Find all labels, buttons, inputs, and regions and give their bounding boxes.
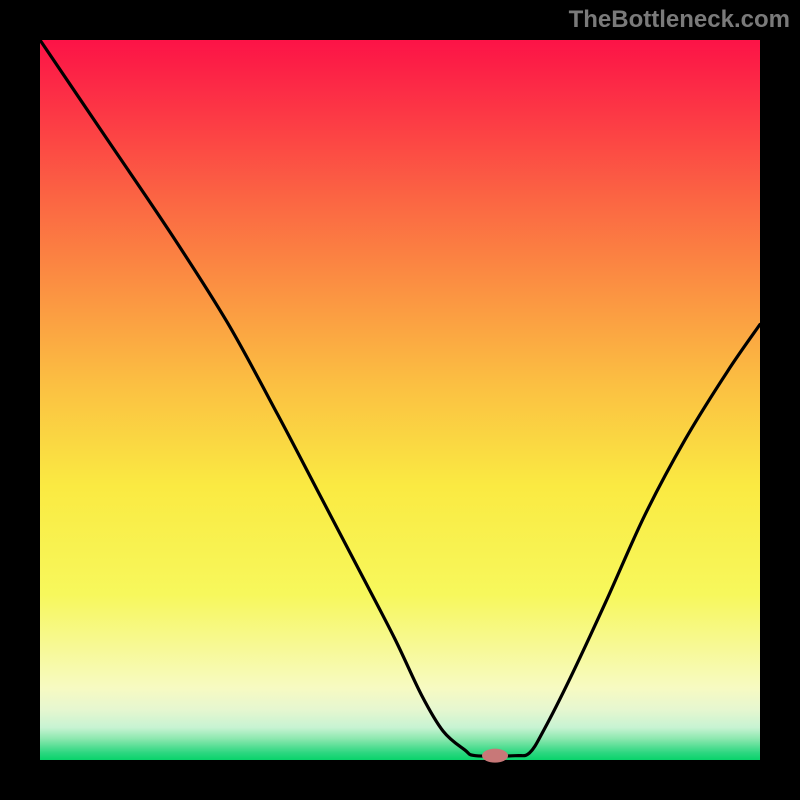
attribution-text: TheBottleneck.com <box>569 6 790 34</box>
chart-container: TheBottleneck.com <box>0 0 800 800</box>
chart-svg <box>0 0 800 800</box>
